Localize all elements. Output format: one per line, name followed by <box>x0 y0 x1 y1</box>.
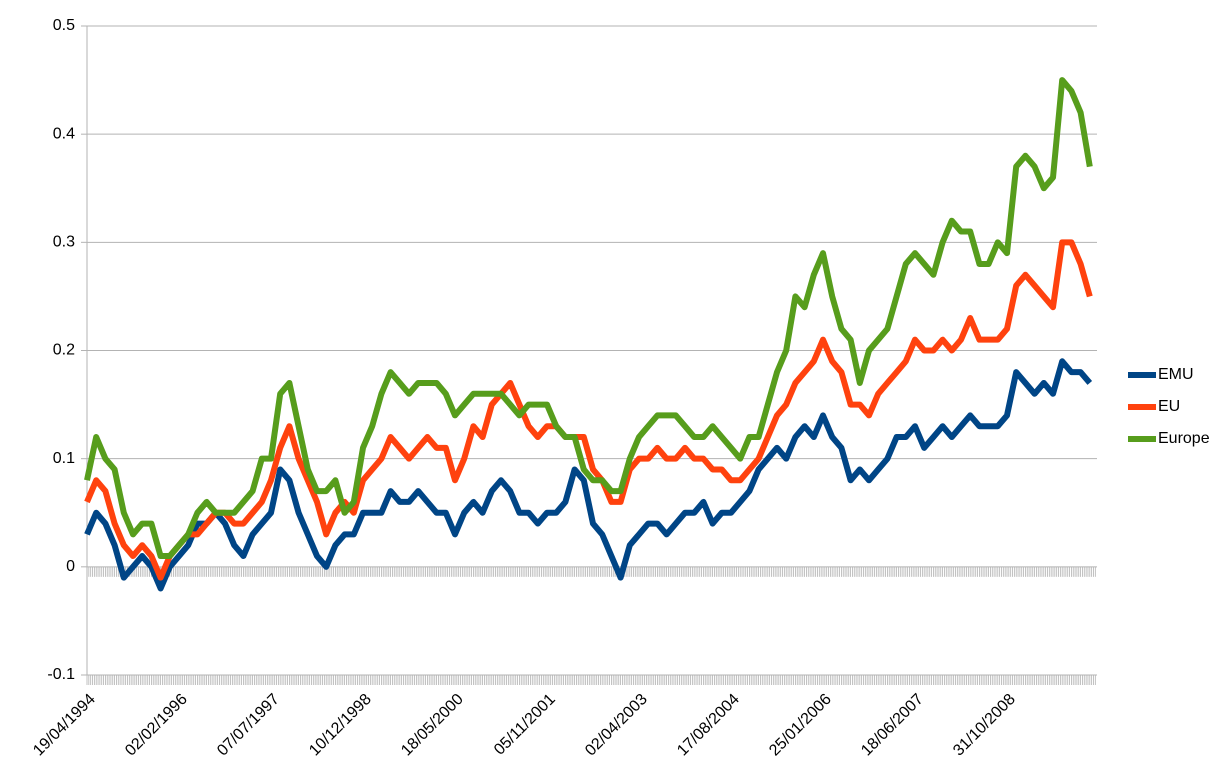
x-tick-label: 18/06/2007 <box>858 691 927 760</box>
x-tick-label: 25/01/2006 <box>766 691 835 760</box>
x-tick-label: 02/04/2003 <box>582 691 651 760</box>
y-tick-label: 0 <box>66 558 75 575</box>
line-series <box>84 358 1093 592</box>
y-tick-label: 0.2 <box>53 342 75 359</box>
y-tick-label: 0.1 <box>53 450 75 467</box>
legend-label: Europe <box>1158 430 1210 447</box>
x-tick-label: 05/11/2001 <box>491 691 559 759</box>
x-tick-label: 10/12/1998 <box>306 691 375 760</box>
y-tick-label: -0.1 <box>47 666 75 683</box>
legend-swatch <box>1128 436 1156 442</box>
x-tick-label: 19/04/1994 <box>30 691 99 760</box>
legend-swatch <box>1128 372 1156 378</box>
x-tick-label: 18/05/2000 <box>398 691 467 760</box>
x-tick-label: 07/07/1997 <box>214 691 283 760</box>
legend-swatch <box>1128 404 1156 410</box>
x-tick-label: 17/08/2004 <box>674 691 743 760</box>
legend-label: EU <box>1158 398 1180 415</box>
y-tick-label: 0.5 <box>53 17 75 34</box>
y-tick-label: 0.4 <box>53 125 75 142</box>
y-tick-label: 0.3 <box>53 234 75 251</box>
legend-label: EMU <box>1158 366 1194 383</box>
line-series <box>84 239 1093 581</box>
x-tick-label: 31/10/2008 <box>950 691 1019 760</box>
line-series <box>84 77 1093 560</box>
x-tick-label: 02/02/1996 <box>122 691 191 760</box>
